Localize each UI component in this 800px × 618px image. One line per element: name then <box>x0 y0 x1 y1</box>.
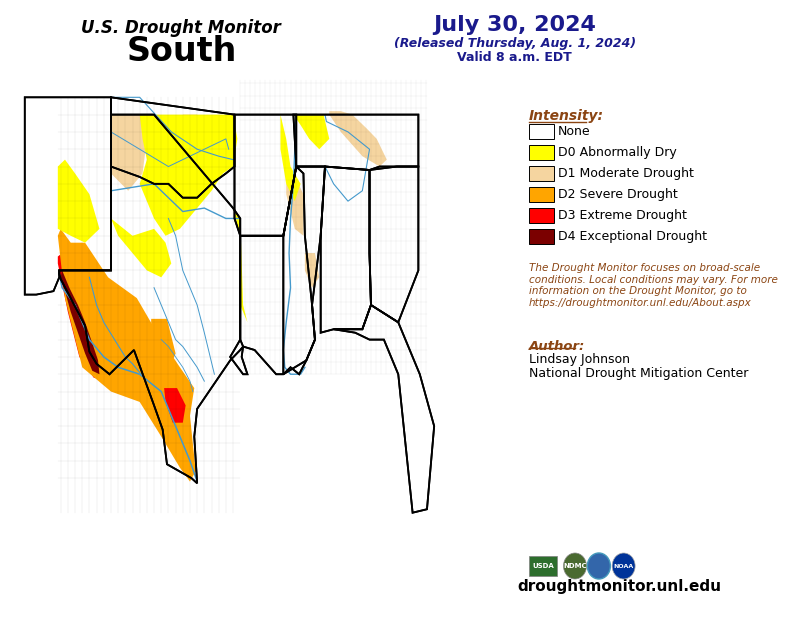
Bar <box>529 229 554 244</box>
Text: USDA: USDA <box>532 563 554 569</box>
Text: U.S. Drought Monitor: U.S. Drought Monitor <box>82 19 282 37</box>
Polygon shape <box>182 114 204 149</box>
Polygon shape <box>61 271 99 375</box>
Polygon shape <box>151 319 175 371</box>
Text: D3 Extreme Drought: D3 Extreme Drought <box>558 208 687 221</box>
Text: July 30, 2024: July 30, 2024 <box>434 15 596 35</box>
Text: droughtmonitor.unl.edu: droughtmonitor.unl.edu <box>518 578 722 593</box>
Text: Lindsay Johnson: Lindsay Johnson <box>529 353 630 366</box>
Polygon shape <box>111 218 171 277</box>
Circle shape <box>612 553 635 579</box>
Polygon shape <box>58 229 196 481</box>
Text: The Drought Monitor focuses on broad-scale
conditions. Local conditions may vary: The Drought Monitor focuses on broad-sca… <box>529 263 778 308</box>
Text: NOAA: NOAA <box>614 564 634 569</box>
Polygon shape <box>58 250 151 381</box>
Circle shape <box>587 553 610 579</box>
Text: None: None <box>558 124 591 137</box>
Text: D0 Abnormally Dry: D0 Abnormally Dry <box>558 145 677 158</box>
Polygon shape <box>164 388 186 423</box>
Bar <box>529 166 554 181</box>
Text: National Drought Mitigation Center: National Drought Mitigation Center <box>529 367 748 380</box>
Polygon shape <box>294 114 330 149</box>
Text: South: South <box>126 35 237 67</box>
Polygon shape <box>305 253 319 288</box>
Polygon shape <box>330 111 386 166</box>
Polygon shape <box>286 174 303 236</box>
Text: D2 Severe Drought: D2 Severe Drought <box>558 187 678 200</box>
Text: Intensity:: Intensity: <box>529 109 604 123</box>
Text: D1 Moderate Drought: D1 Moderate Drought <box>558 166 694 179</box>
Bar <box>529 556 558 576</box>
Text: NDMC: NDMC <box>563 563 586 569</box>
Polygon shape <box>111 114 238 236</box>
Bar <box>529 208 554 223</box>
Bar <box>529 124 554 139</box>
Polygon shape <box>111 114 147 191</box>
Text: Valid 8 a.m. EDT: Valid 8 a.m. EDT <box>458 51 572 64</box>
Bar <box>529 187 554 202</box>
Text: Author:: Author: <box>529 340 586 353</box>
Polygon shape <box>281 114 301 201</box>
Text: D4 Exceptional Drought: D4 Exceptional Drought <box>558 229 707 242</box>
Text: (Released Thursday, Aug. 1, 2024): (Released Thursday, Aug. 1, 2024) <box>394 36 636 49</box>
Polygon shape <box>233 208 247 323</box>
Bar <box>529 145 554 160</box>
Circle shape <box>563 553 586 579</box>
Polygon shape <box>58 159 99 243</box>
